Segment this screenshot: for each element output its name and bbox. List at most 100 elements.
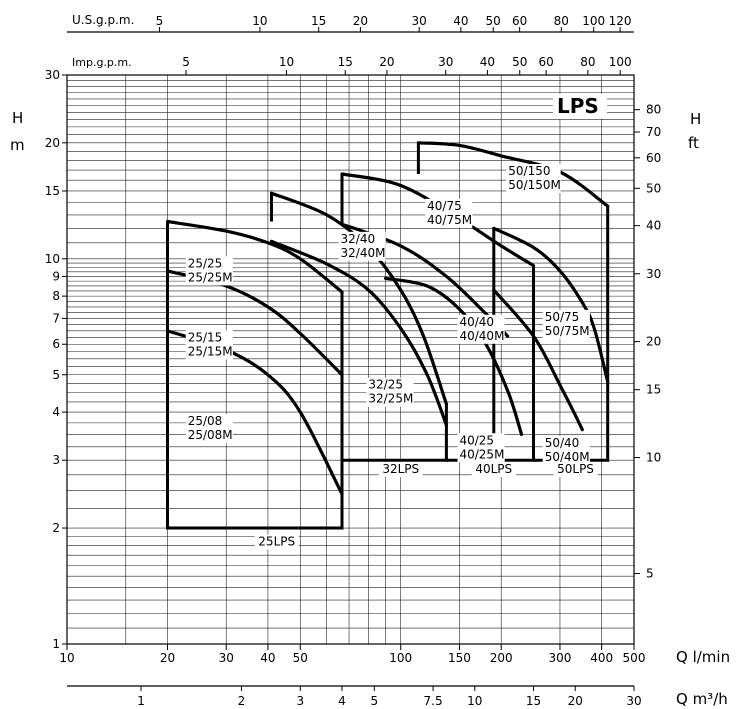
right-axis-title-h: H [690,110,701,128]
x-tick-label-m3h: 5 [370,694,378,708]
y-tick-label-m: 15 [45,184,60,198]
y-tick-label-ft: 10 [646,451,661,465]
series-label-9-line: 50/75M [545,324,590,338]
x-tick-label-lmin: 500 [623,651,646,665]
series-label-9-bg [542,309,590,339]
y-tick-label-m: 5 [52,368,60,382]
x-tick-label-m3h: 4 [338,694,346,708]
x-tick-label-impgpm: 40 [480,55,495,69]
series-curve-10 [492,288,584,432]
chart-title: LPS [557,94,599,118]
y-tick-label-ft: 20 [646,335,661,349]
x-tick-label-usgpm: 50 [486,14,501,28]
x-tick-label-m3h: 30 [626,694,641,708]
envelope-25lps [166,221,344,530]
x-tick-label-usgpm: 80 [554,14,569,28]
series-label-5-line: 40/75 [427,199,462,213]
x-tick-label-lmin: 100 [389,651,412,665]
y-tick-label-ft: 60 [646,151,661,165]
series-label-8-line: 50/150 [508,164,550,178]
x-tick-label-usgpm: 15 [311,14,326,28]
x-tick-label-usgpm: 40 [453,14,468,28]
x-tick-label-usgpm: 30 [412,14,427,28]
series-label-1-line: 25/15M [188,344,233,358]
series-label-9-line: 50/75 [545,310,580,324]
x-tick-label-lmin: 300 [549,651,572,665]
right-axis-title-unit: ft [688,134,699,152]
x-tick-label-lmin: 50 [293,651,308,665]
series-label-2-bg [185,414,233,444]
series-curve-0 [165,219,344,294]
series-curve-4 [269,239,448,427]
family-label-bg-2 [471,461,516,477]
y-tick-label-m: 3 [52,453,60,467]
y-tick-label-ft: 5 [646,567,654,581]
series-curve-8 [416,141,610,208]
y-tick-label-m: 9 [52,269,60,283]
series-curve-3 [269,191,448,406]
top2-axis-title: Imp.g.p.m. [72,56,132,69]
series-label-0-bg [185,256,233,286]
series-label-4-bg [366,377,414,407]
x-tick-label-lmin: 400 [590,651,613,665]
series-label-6-bg [457,314,505,344]
series-label-5-bg [425,198,473,228]
series-label-10-bg [542,435,590,465]
grid-lines [67,75,634,644]
series-label-0-line: 25/25M [188,270,233,284]
y-tick-label-m: 6 [52,337,60,351]
y-tick-label-m: 30 [45,68,60,82]
x-tick-label-lmin: 150 [448,651,471,665]
series-label-3-line: 32/40M [341,246,386,260]
x-tick-label-lmin: 10 [59,651,74,665]
y-tick-label-ft: 80 [646,103,661,117]
y-tick-label-ft: 30 [646,267,661,281]
x-tick-label-impgpm: 30 [438,55,453,69]
x-tick-label-usgpm: 100 [582,14,605,28]
series-label-3-line: 32/40 [341,232,376,246]
left-axis-title-h: H [12,109,23,127]
y-tick-label-m: 4 [52,405,60,419]
bottom-axis-title: Q l/min [676,648,730,666]
series-label-5-line: 40/75M [427,213,472,227]
x-tick-label-usgpm: 20 [353,14,368,28]
bottom2-axis-title: Q m³/h [676,690,728,708]
series-label-8-line: 50/150M [508,178,561,192]
x-tick-label-m3h: 1 [137,694,145,708]
x-tick-label-m3h: 7.5 [424,694,443,708]
x-tick-label-m3h: 20 [568,694,583,708]
series-label-6-line: 40/40 [459,315,494,329]
x-tick-label-impgpm: 50 [512,55,527,69]
y-tick-label-ft: 15 [646,383,661,397]
series-label-1-line: 25/15 [188,330,223,344]
series-curve-9 [492,226,610,384]
y-tick-label-m: 8 [52,289,60,303]
x-tick-label-impgpm: 60 [539,55,554,69]
series-label-7-line: 40/25 [459,433,494,447]
series-label-10-line: 50/40 [545,436,580,450]
y-tick-label-m: 7 [52,311,60,325]
family-label-bg-3 [553,461,598,477]
y-tick-label-m: 20 [45,136,60,150]
family-label-bg-1 [378,461,423,477]
y-tick-label-ft: 70 [646,125,661,139]
y-tick-label-m: 1 [52,637,60,651]
x-tick-label-usgpm: 120 [609,14,632,28]
x-tick-label-m3h: 15 [526,694,541,708]
series-label-1-bg [185,330,233,360]
x-tick-label-usgpm: 5 [156,14,164,28]
family-label-bg-0 [254,534,299,550]
series-labels: 25/2525/25M25/1525/15M25/0825/08M32/4032… [185,94,607,550]
y-tick-label-ft: 50 [646,181,661,195]
y-tick-label-ft: 40 [646,219,661,233]
x-tick-label-m3h: 2 [238,694,246,708]
family-label-3: 50LPS [557,462,594,476]
x-tick-label-lmin: 200 [490,651,513,665]
y-tick-label-m: 10 [45,252,60,266]
plot-frame [66,74,635,645]
x-tick-label-lmin: 20 [160,651,175,665]
x-tick-label-impgpm: 5 [182,55,190,69]
series-label-7-bg [457,433,505,463]
series-label-4-line: 32/25 [368,378,403,392]
